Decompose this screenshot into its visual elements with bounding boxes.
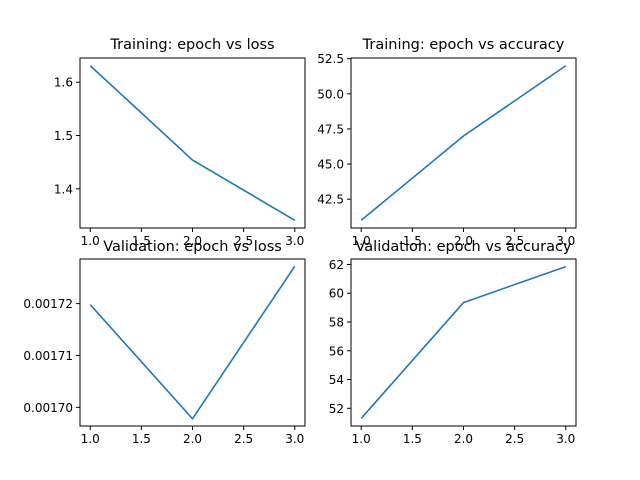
y-tick-label: 60 xyxy=(329,287,344,301)
subplot-title: Validation: epoch vs accuracy xyxy=(355,239,571,255)
x-tick-label: 2.0 xyxy=(183,432,202,446)
series-line xyxy=(89,265,296,420)
subplot-title: Training: epoch vs loss xyxy=(109,37,274,53)
training-accuracy-subplot: 1.0 1.5 2.0 2.5 3.0 42.5 45.0 47.5 50.0 52.5 Train… xyxy=(317,37,577,248)
x-tick-label: 1.5 xyxy=(403,234,422,248)
training-loss-subplot: 1.0 1.5 2.0 2.5 3.0 1.4 1.5 1.6 Training: epoch … xyxy=(54,37,306,248)
y-tick-label: 58 xyxy=(329,316,344,330)
x-tick-label: 1.0 xyxy=(81,234,100,248)
subplot-title: Training: epoch vs accuracy xyxy=(362,37,565,53)
series-line xyxy=(360,65,567,221)
x-tick-label: 2.5 xyxy=(234,432,253,446)
x-tick-label: 3.0 xyxy=(285,432,304,446)
y-tick-label: 62 xyxy=(329,258,344,272)
x-tick-label: 2.5 xyxy=(234,234,253,248)
y-tick-label: 0.00172 xyxy=(23,297,73,311)
series-line xyxy=(89,65,296,221)
y-tick-label: 1.4 xyxy=(54,182,73,196)
validation-loss-subplot: 1.0 1.5 2.0 2.5 3.0 0.00170 0.00171 0.00172 Vali… xyxy=(23,239,306,446)
x-tick-label: 3.0 xyxy=(556,432,575,446)
x-tick-label: 2.0 xyxy=(454,432,473,446)
x-tick-label: 2.0 xyxy=(454,234,473,248)
series-line xyxy=(360,265,567,419)
x-tick-label: 3.0 xyxy=(556,234,575,248)
y-tick-label: 1.5 xyxy=(54,129,73,143)
y-tick-label: 50.0 xyxy=(317,87,344,101)
y-tick-label: 52 xyxy=(329,402,344,416)
validation-accuracy-subplot: 1.0 1.5 2.0 2.5 3.0 52 54 56 58 60 62 Validation: e… xyxy=(329,239,577,446)
y-tick-label: 56 xyxy=(329,344,344,358)
y-tick-label: 45.0 xyxy=(317,158,344,172)
x-tick-label: 2.5 xyxy=(505,234,524,248)
x-tick-label: 1.5 xyxy=(132,234,151,248)
y-tick-label: 52.5 xyxy=(317,52,344,66)
y-tick-label: 47.5 xyxy=(317,122,344,136)
subplot-title: Validation: epoch vs loss xyxy=(103,239,282,255)
y-tick-label: 0.00170 xyxy=(23,401,73,415)
x-tick-label: 1.5 xyxy=(403,432,422,446)
x-tick-label: 1.0 xyxy=(352,432,371,446)
x-tick-label: 3.0 xyxy=(285,234,304,248)
y-tick-label: 1.6 xyxy=(54,76,73,90)
x-tick-label: 2.0 xyxy=(183,234,202,248)
x-tick-label: 1.0 xyxy=(352,234,371,248)
x-tick-label: 2.5 xyxy=(505,432,524,446)
y-tick-label: 0.00171 xyxy=(23,349,73,363)
x-tick-label: 1.0 xyxy=(81,432,100,446)
y-tick-label: 54 xyxy=(329,373,344,387)
x-tick-label: 1.5 xyxy=(132,432,151,446)
y-tick-label: 42.5 xyxy=(317,193,344,207)
